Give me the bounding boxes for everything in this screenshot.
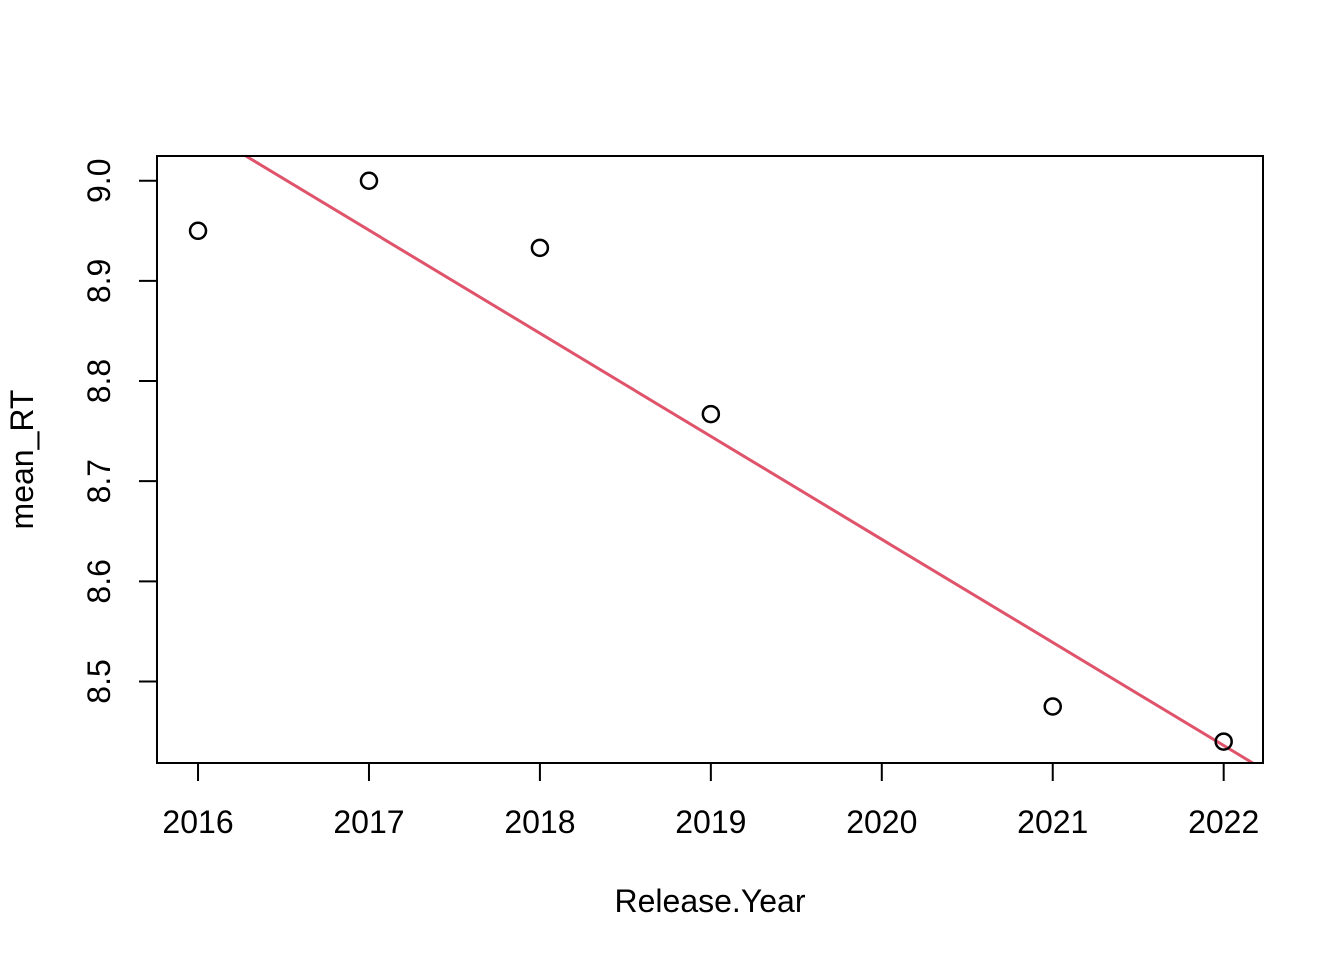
y-tick-label: 8.7 — [81, 459, 117, 503]
x-tick-label: 2022 — [1188, 804, 1259, 840]
data-point — [1214, 732, 1233, 751]
x-tick-label: 2016 — [162, 804, 233, 840]
y-tick-label: 8.6 — [81, 559, 117, 603]
y-tick-label: 8.9 — [81, 259, 117, 303]
plot-box — [156, 155, 1264, 764]
y-axis-title: mean_RT — [4, 390, 40, 530]
regression-line — [245, 154, 1254, 765]
x-tick-label: 2018 — [504, 804, 575, 840]
x-tick-label: 2019 — [675, 804, 746, 840]
y-tick-label: 9.0 — [81, 158, 117, 202]
data-point — [701, 404, 721, 424]
y-tick-label: 8.5 — [81, 659, 117, 703]
y-tick-label: 8.8 — [81, 359, 117, 403]
x-tick-label: 2017 — [333, 804, 404, 840]
data-point — [359, 171, 379, 190]
x-tick-label: 2020 — [846, 804, 917, 840]
data-point — [1043, 697, 1062, 716]
x-axis-title: Release.Year — [615, 883, 806, 919]
data-point — [188, 221, 208, 241]
data-point — [530, 238, 550, 258]
x-tick-label: 2021 — [1017, 804, 1088, 840]
